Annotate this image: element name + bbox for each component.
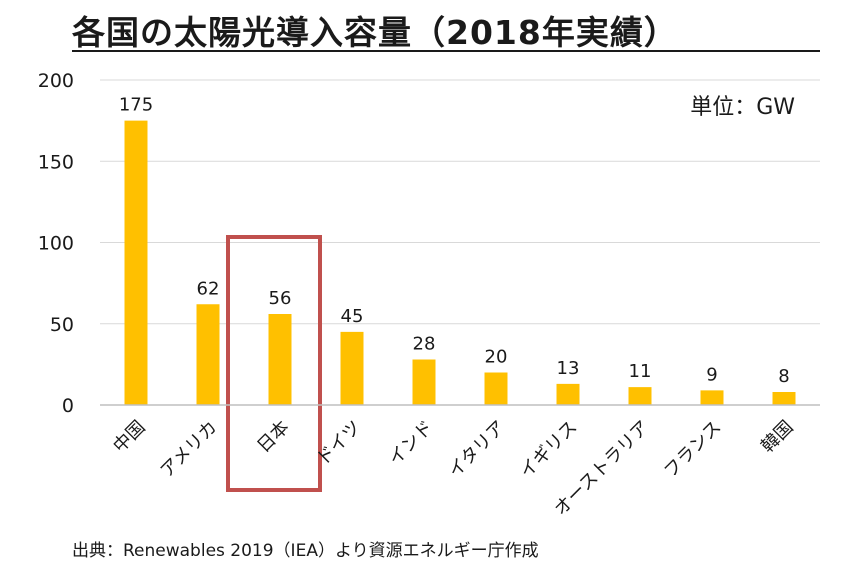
x-tick-label: イタリア	[444, 417, 509, 482]
data-label: 11	[629, 361, 652, 382]
x-tick-label: 日本	[253, 417, 293, 457]
data-label: 28	[413, 334, 436, 355]
y-tick-label: 150	[38, 151, 74, 173]
bar	[700, 390, 724, 405]
data-label: 9	[706, 364, 717, 385]
x-tick-label: アメリカ	[156, 417, 221, 482]
chart-title: 各国の太陽光導入容量（2018年実績）	[72, 13, 678, 52]
bar	[484, 372, 508, 405]
data-label: 56	[269, 288, 292, 309]
x-tick-label: 中国	[109, 417, 149, 457]
bar	[412, 359, 436, 405]
unit-label: 単位：GW	[690, 95, 795, 120]
y-tick-label: 50	[50, 314, 74, 336]
bar	[772, 392, 796, 405]
bar	[196, 304, 220, 405]
x-tick-label: インド	[385, 417, 438, 470]
title-area: 各国の太陽光導入容量（2018年実績）	[0, 0, 854, 60]
bar-chart: 050100150200単位：GW175中国62アメリカ56日本45ドイツ28イ…	[38, 70, 820, 520]
data-label: 13	[557, 358, 580, 379]
data-label: 45	[341, 306, 364, 327]
source-note: 出典：Renewables 2019（IEA）より資源エネルギー庁作成	[72, 541, 539, 561]
title-underline	[72, 50, 820, 52]
bar	[556, 383, 580, 405]
data-label: 8	[778, 366, 789, 387]
x-tick-label: フランス	[660, 417, 726, 483]
x-tick-label: 韓国	[757, 417, 797, 457]
bar	[124, 120, 148, 405]
x-tick-label: イギリス	[516, 417, 582, 483]
data-label: 175	[119, 95, 153, 116]
y-tick-label: 0	[62, 395, 74, 417]
data-label: 20	[485, 347, 508, 368]
bar	[268, 314, 292, 405]
highlight-box	[226, 235, 322, 492]
bar	[628, 387, 652, 405]
y-tick-label: 200	[38, 70, 74, 92]
bar	[340, 331, 364, 405]
data-label: 62	[197, 278, 220, 299]
y-tick-label: 100	[38, 233, 74, 255]
